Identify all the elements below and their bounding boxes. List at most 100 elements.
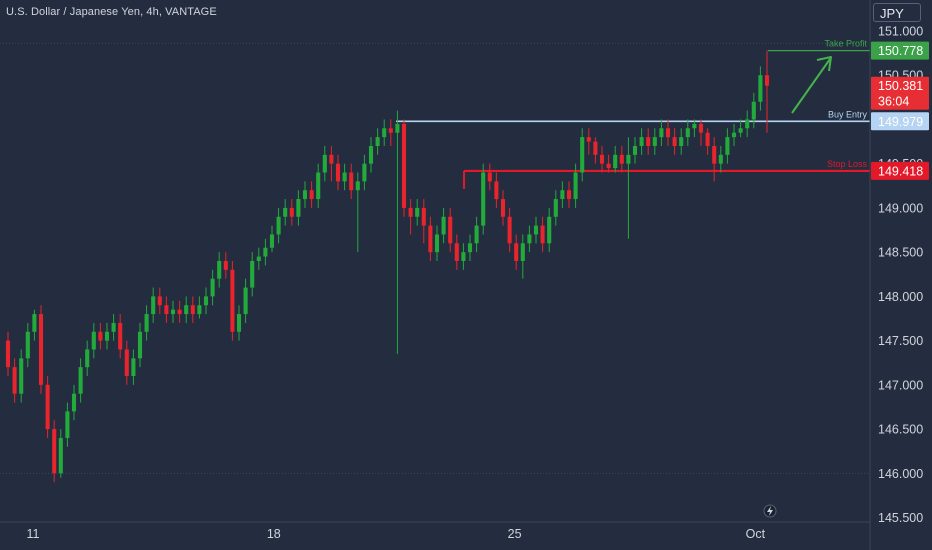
annotations <box>763 56 832 518</box>
candle-body <box>487 172 492 182</box>
candle <box>758 66 763 111</box>
candle <box>38 305 44 394</box>
candle <box>646 128 651 155</box>
countdown-text: 36:04 <box>878 95 909 109</box>
candle-body <box>349 172 354 191</box>
candle <box>289 199 294 226</box>
candle <box>329 145 334 182</box>
candle <box>705 128 710 155</box>
candle <box>144 305 149 341</box>
candle-body <box>520 243 525 261</box>
candle-body <box>32 314 37 332</box>
candle-body <box>580 137 585 173</box>
candle-body <box>566 190 572 200</box>
candle <box>111 314 116 341</box>
candle-body <box>547 216 552 244</box>
candle <box>593 137 598 164</box>
candle <box>527 225 532 253</box>
candle-body <box>672 137 677 146</box>
candle-body <box>698 123 704 133</box>
candle-body <box>91 331 96 350</box>
gridlines <box>0 42 870 474</box>
candle-body <box>65 411 70 438</box>
candle <box>137 322 143 368</box>
candle-body <box>78 367 83 394</box>
candle <box>223 252 228 279</box>
candle-body <box>764 75 770 86</box>
candle <box>434 225 440 261</box>
candle <box>652 128 657 155</box>
candle <box>580 128 585 182</box>
symbol-title: U.S. Dollar / Japanese Yen, 4h, VANTAGE <box>6 6 217 18</box>
candle <box>540 216 545 253</box>
candle-body <box>243 287 248 315</box>
candle-body <box>632 145 638 155</box>
candle <box>243 278 248 323</box>
x-tick-label: 25 <box>508 527 522 541</box>
candle-body <box>131 358 136 377</box>
candle-body <box>599 154 605 164</box>
candle-body <box>639 137 644 146</box>
candle <box>586 128 591 155</box>
candlesticks <box>5 50 770 483</box>
candle-body <box>718 154 723 164</box>
x-tick-label: 18 <box>267 527 281 541</box>
currency-selector[interactable]: JPY <box>873 3 921 22</box>
candle <box>98 322 103 350</box>
candle <box>454 234 459 270</box>
candle-body <box>712 145 717 164</box>
candle <box>428 216 433 261</box>
y-tick-label: 147.000 <box>878 378 923 392</box>
candle-body <box>177 309 182 315</box>
candle <box>104 322 110 350</box>
candle-body <box>586 137 591 142</box>
candle <box>613 145 618 173</box>
lightning-icon-bolt <box>767 506 773 516</box>
candle <box>335 154 341 191</box>
buy-entry-badge: 149.979 <box>871 112 929 131</box>
candle <box>309 181 314 208</box>
buy-entry-badge-text: 149.979 <box>878 115 923 129</box>
candle-body <box>758 75 763 102</box>
candle <box>448 207 453 253</box>
candle-body <box>342 172 347 182</box>
candle <box>217 252 222 288</box>
candle <box>362 154 367 191</box>
candle <box>316 163 321 208</box>
candle <box>85 340 90 377</box>
candle-body <box>467 243 473 253</box>
candle <box>679 128 684 155</box>
candle <box>276 207 281 244</box>
candle <box>65 402 70 447</box>
candle <box>382 119 387 146</box>
candle-body <box>441 216 446 235</box>
candle <box>685 119 690 146</box>
candle-body <box>276 216 281 235</box>
candle <box>296 190 301 226</box>
candle-body <box>448 216 453 244</box>
candle-body <box>137 331 143 359</box>
candle-body <box>421 207 426 226</box>
candle <box>514 234 519 270</box>
candle <box>349 163 354 200</box>
candle <box>78 358 83 403</box>
y-tick-label: 147.500 <box>878 334 923 348</box>
candle <box>481 163 486 235</box>
candle-body <box>745 119 750 129</box>
candle <box>355 172 360 253</box>
candle <box>151 287 156 323</box>
candle-body <box>256 256 261 261</box>
candle <box>632 137 638 164</box>
candle <box>388 119 393 146</box>
candle <box>164 296 169 323</box>
candle <box>302 181 308 208</box>
candle-body <box>12 367 17 394</box>
candle <box>421 199 426 244</box>
level-label: Take Profit <box>824 39 867 49</box>
candle-body <box>652 137 657 146</box>
candle <box>467 234 473 261</box>
candle-body <box>170 309 176 315</box>
